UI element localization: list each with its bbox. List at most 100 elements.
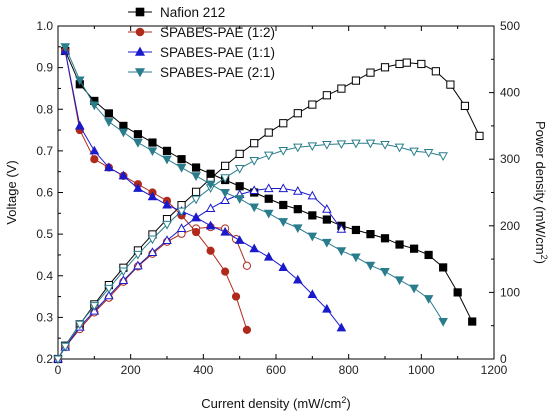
- voltage-point: [90, 155, 99, 164]
- power-line: [57, 142, 444, 360]
- voltage-point: [307, 232, 318, 242]
- x-tick-label: 400: [193, 363, 213, 377]
- voltage-point: [162, 146, 172, 155]
- power-point: [380, 63, 390, 72]
- voltage-point: [147, 191, 158, 201]
- voltage-point: [292, 224, 303, 234]
- voltage-point: [380, 234, 390, 243]
- power-point: [220, 174, 230, 184]
- voltage-point: [249, 243, 260, 253]
- y-left-axis-title: Voltage (V): [4, 160, 19, 224]
- y-left-tick-label: 0.8: [36, 102, 53, 116]
- voltage-point: [162, 155, 172, 165]
- voltage-point: [74, 76, 85, 86]
- power-point: [60, 342, 71, 352]
- voltage-point: [366, 230, 375, 239]
- voltage-point: [308, 211, 317, 220]
- x-tick-label: 600: [266, 363, 286, 377]
- power-point: [380, 140, 390, 150]
- y-right-tick-label: 200: [500, 219, 520, 233]
- legend-label: SPABES-PAE (1:2): [160, 25, 275, 40]
- y-left-tick-label: 0.3: [36, 310, 53, 324]
- legend-marker: [134, 46, 146, 56]
- voltage-point: [133, 138, 143, 148]
- voltage-point: [205, 220, 216, 230]
- voltage-point: [118, 128, 129, 138]
- x-tick-label: 200: [121, 363, 141, 377]
- voltage-point: [242, 325, 252, 334]
- axes-group: 0 200 400 600 800 1000 12000.20.30.40.50.60.70…: [36, 19, 520, 377]
- series-voltage-spabes-pae-1-1: [60, 45, 347, 332]
- power-point: [191, 195, 201, 205]
- voltage-point: [147, 147, 158, 157]
- y-right-axis-title-sup: 2: [539, 255, 549, 260]
- power-point: [293, 109, 302, 118]
- power-point: [133, 260, 143, 270]
- y-left-tick-label: 0.9: [36, 61, 53, 75]
- x-tick-label: 1200: [481, 363, 508, 377]
- power-point: [278, 183, 289, 193]
- voltage-point: [89, 145, 100, 155]
- y-left-tick-label: 0.6: [36, 186, 53, 200]
- voltage-point: [279, 200, 288, 210]
- x-tick-label: 0: [55, 363, 62, 377]
- voltage-point: [220, 188, 230, 198]
- voltage-point: [468, 317, 477, 326]
- power-point: [366, 68, 375, 77]
- power-point: [351, 76, 361, 85]
- y-right-tick-label: 500: [500, 19, 520, 33]
- power-point: [402, 58, 411, 67]
- voltage-point: [191, 212, 201, 222]
- voltage-point: [74, 120, 85, 130]
- voltage-point: [380, 268, 390, 277]
- power-point: [409, 147, 419, 157]
- voltage-point: [234, 195, 245, 204]
- x-axis-title-main: Current density (mW/cm: [201, 396, 341, 411]
- y-left-tick-label: 0.4: [36, 269, 53, 283]
- x-axis-title-sup: 2: [341, 395, 346, 405]
- power-point: [249, 185, 260, 195]
- y-right-axis-title-close: ): [533, 260, 548, 264]
- voltage-point: [231, 292, 241, 301]
- power-point: [104, 290, 114, 300]
- legend-group: Nafion 212 SPABES-PAE (1:2) SPABES-PAE (1:…: [128, 5, 275, 80]
- x-tick-label: 1000: [408, 363, 435, 377]
- power-point: [191, 187, 201, 196]
- power-point: [242, 261, 252, 270]
- power-point: [89, 302, 100, 311]
- power-point: [322, 203, 332, 213]
- power-point: [118, 267, 129, 277]
- y-left-axis-title-main: Voltage (V): [4, 160, 19, 224]
- voltage-point: [394, 276, 405, 286]
- power-point: [307, 190, 318, 200]
- y-left-tick-label: 0.2: [36, 352, 53, 366]
- voltage-point: [118, 170, 129, 180]
- power-point: [308, 100, 317, 109]
- legend-label: Nafion 212: [160, 5, 225, 20]
- voltage-point: [453, 288, 462, 297]
- power-point: [133, 250, 143, 260]
- legend-label: SPABES-PAE (2:1): [160, 65, 275, 80]
- y-left-tick-label: 0.5: [36, 227, 53, 241]
- voltage-point: [351, 225, 361, 235]
- voltage-point: [263, 209, 274, 219]
- power-point: [446, 80, 455, 89]
- voltage-point: [263, 251, 274, 261]
- power-point: [176, 223, 187, 233]
- voltage-point: [104, 109, 113, 118]
- legend-marker: [135, 27, 145, 37]
- series-power-nafion-212: [53, 58, 484, 364]
- voltage-point: [292, 274, 303, 284]
- voltage-point: [220, 226, 230, 236]
- power-point: [53, 355, 63, 365]
- power-point: [118, 275, 129, 284]
- voltage-point: [424, 250, 433, 260]
- power-point: [147, 247, 158, 256]
- power-point: [336, 140, 347, 150]
- voltage-point: [191, 227, 201, 237]
- voltage-point: [322, 238, 332, 248]
- voltage-point: [351, 253, 361, 263]
- voltage-point: [322, 303, 332, 313]
- voltage-point: [395, 240, 404, 249]
